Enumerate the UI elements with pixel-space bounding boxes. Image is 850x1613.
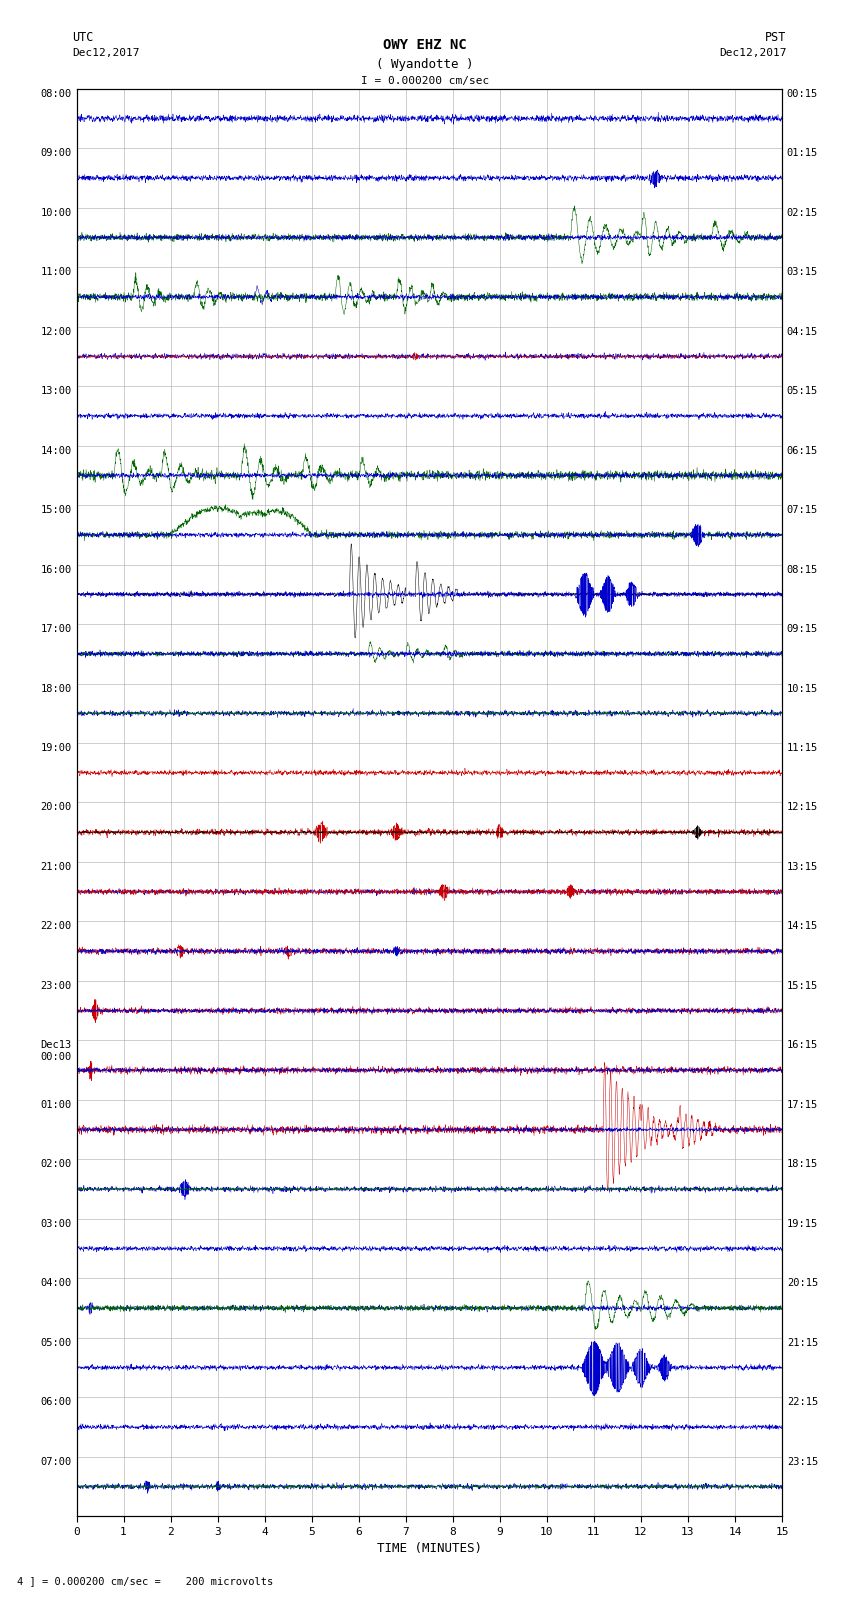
Text: PST: PST (765, 31, 786, 44)
Text: ( Wyandotte ): ( Wyandotte ) (377, 58, 473, 71)
Text: I = 0.000200 cm/sec: I = 0.000200 cm/sec (361, 76, 489, 85)
Text: Dec12,2017: Dec12,2017 (72, 48, 139, 58)
Text: Dec12,2017: Dec12,2017 (719, 48, 786, 58)
Text: 4 ] = 0.000200 cm/sec =    200 microvolts: 4 ] = 0.000200 cm/sec = 200 microvolts (17, 1576, 273, 1586)
Text: UTC: UTC (72, 31, 94, 44)
Text: OWY EHZ NC: OWY EHZ NC (383, 39, 467, 52)
X-axis label: TIME (MINUTES): TIME (MINUTES) (377, 1542, 482, 1555)
